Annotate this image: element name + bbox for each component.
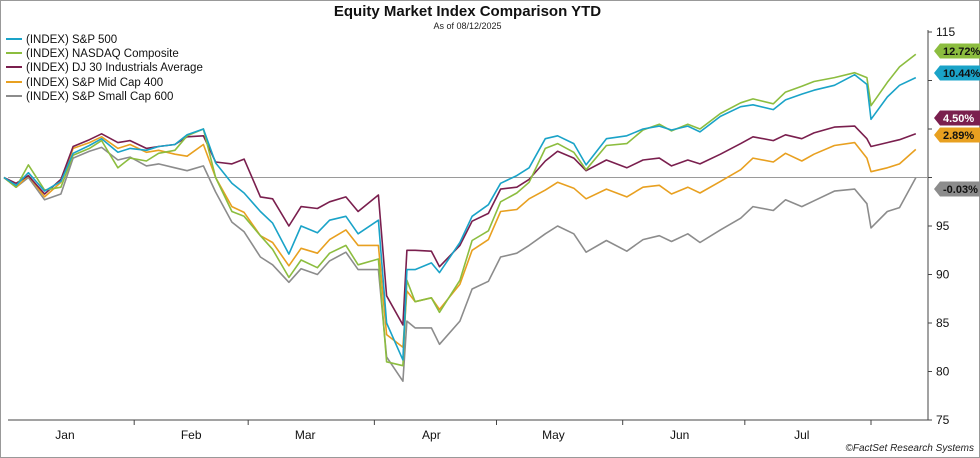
legend-swatch-smallcap	[6, 94, 22, 97]
y-tick-label-90: 90	[936, 268, 950, 282]
end-label-midcap: 2.89%	[943, 130, 974, 142]
end-label-dj30: 4.50%	[943, 113, 974, 125]
chart-subtitle: As of 08/12/2025	[433, 21, 502, 31]
x-tick-label-jun: Jun	[670, 428, 689, 442]
legend-swatch-dj30	[6, 66, 22, 69]
end-badge-smallcap	[934, 181, 980, 197]
y-tick-label-75: 75	[936, 413, 950, 427]
end-label-nasdaq: 12.72%	[943, 46, 980, 58]
legend-label-dj30: (INDEX) DJ 30 Industrials Average	[26, 62, 203, 75]
legend: (INDEX) S&P 500 (INDEX) NASDAQ Composite…	[6, 33, 203, 104]
legend-label-sp500: (INDEX) S&P 500	[26, 34, 118, 46]
end-badge-sp500	[934, 65, 980, 81]
legend-swatch-midcap	[6, 80, 22, 83]
series-line-dj30	[3, 125, 917, 326]
end-badge-midcap	[934, 127, 980, 143]
legend-swatch-nasdaq	[6, 52, 22, 55]
end-label-sp500: 10.44%	[943, 68, 980, 80]
legend-item-dj30: (INDEX) DJ 30 Industrials Average	[6, 61, 203, 75]
source-credit: ©FactSet Research Systems	[845, 443, 974, 454]
end-badge-nasdaq	[934, 43, 980, 59]
y-tick-label-85: 85	[936, 316, 950, 330]
y-tick-label-115: 115	[936, 25, 955, 39]
legend-item-nasdaq: (INDEX) NASDAQ Composite	[6, 47, 203, 61]
series-line-nasdaq	[3, 53, 917, 367]
legend-item-sp500: (INDEX) S&P 500	[6, 33, 203, 47]
x-tick-label-jan: Jan	[55, 428, 74, 442]
legend-label-nasdaq: (INDEX) NASDAQ Composite	[26, 48, 179, 61]
legend-swatch-sp500	[6, 37, 22, 40]
x-tick-label-mar: Mar	[295, 428, 316, 442]
x-tick-label-feb: Feb	[181, 428, 202, 442]
end-badge-dj30	[934, 110, 980, 126]
legend-item-smallcap: (INDEX) S&P Small Cap 600	[6, 90, 203, 104]
x-tick-label-apr: Apr	[422, 428, 441, 442]
y-tick-label-95: 95	[936, 219, 950, 233]
x-tick-label-jul: Jul	[794, 428, 809, 442]
legend-label-midcap: (INDEX) S&P Mid Cap 400	[26, 76, 164, 89]
chart-title: Equity Market Index Comparison YTD	[333, 3, 602, 20]
x-tick-label-may: May	[542, 428, 565, 442]
series-line-smallcap	[3, 146, 917, 383]
legend-label-smallcap: (INDEX) S&P Small Cap 600	[26, 90, 174, 103]
end-label-smallcap: -0.03%	[943, 184, 978, 196]
series-line-sp500	[3, 73, 917, 361]
legend-item-midcap: (INDEX) S&P Mid Cap 400	[6, 76, 203, 90]
y-tick-label-80: 80	[936, 365, 950, 379]
